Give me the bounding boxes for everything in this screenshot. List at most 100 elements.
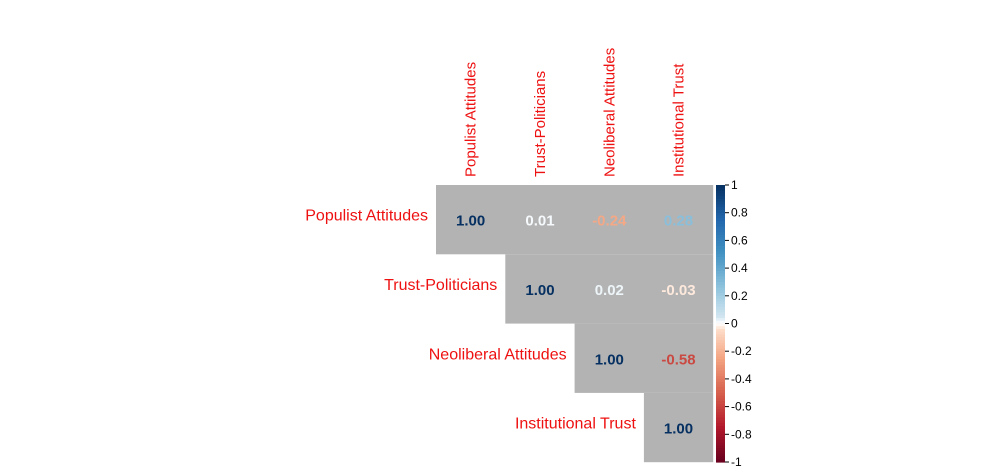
colorbar-segment: [716, 187, 725, 192]
colorbar-segment: [716, 245, 725, 250]
colorbar-segment: [716, 204, 725, 208]
colorbar-segment: [716, 196, 725, 200]
colorbar-segment: [716, 392, 725, 397]
colorbar-segment: [716, 201, 725, 205]
colorbar-segment: [716, 345, 725, 350]
colorbar-segment: [716, 237, 725, 241]
cell-value: -0.03: [661, 282, 695, 299]
colorbar-segment: [716, 223, 725, 228]
colorbar-segment: [716, 370, 725, 374]
colorbar-segment: [716, 401, 725, 405]
colorbar-segment: [716, 323, 725, 327]
colorbar-segment: [716, 312, 725, 316]
colorbar-segment: [716, 273, 725, 278]
colorbar-segment: [716, 453, 725, 458]
matrix-row-background: [574, 323, 714, 393]
colorbar-segment: [716, 409, 725, 413]
colorbar-tick-label: 1: [731, 178, 738, 192]
colorbar-segment: [716, 326, 725, 330]
colorbar-segment: [716, 257, 725, 261]
row-label: Neoliberal Attitudes: [429, 346, 567, 363]
colorbar-segment: [716, 334, 725, 338]
colorbar-segment: [716, 431, 725, 435]
matrix-row-background: [643, 392, 714, 463]
colorbar-segment: [716, 218, 725, 222]
row-label: Populist Attitudes: [305, 208, 428, 225]
colorbar-segment: [716, 381, 725, 386]
colorbar-segment: [716, 387, 725, 391]
colorbar-segment: [716, 445, 725, 449]
colorbar-segment: [716, 234, 725, 239]
colorbar-segment: [716, 351, 725, 355]
colorbar-segment: [716, 232, 725, 236]
colorbar-tick-label: -0.2: [731, 344, 752, 358]
colorbar-segment: [716, 320, 725, 325]
colorbar-tick-label: -0.4: [731, 372, 752, 386]
column-label: Institutional Trust: [671, 63, 688, 177]
colorbar-segment: [716, 212, 725, 217]
colorbar-segment: [716, 342, 725, 347]
colorbar-tick-label: 0.4: [731, 261, 748, 275]
colorbar-segment: [716, 293, 725, 297]
cell-value: 0.02: [595, 282, 624, 299]
colorbar-segment: [716, 331, 725, 336]
colorbar-segment: [716, 378, 725, 383]
matrix-row-background: [436, 185, 714, 255]
cell-value: 1.00: [456, 213, 485, 230]
colorbar-segment: [716, 185, 725, 189]
colorbar-segment: [716, 287, 725, 291]
colorbar-segment: [716, 209, 725, 214]
colorbar-segment: [716, 262, 725, 266]
colorbar-segment: [716, 365, 725, 369]
colorbar-segment: [716, 306, 725, 311]
colorbar-segment: [716, 309, 725, 314]
colorbar-segment: [716, 362, 725, 366]
colorbar-segment: [716, 459, 725, 463]
colorbar-segment: [716, 425, 725, 430]
cell-value: 0.28: [664, 213, 693, 230]
column-label: Neoliberal Attitudes: [601, 48, 618, 177]
colorbar-segment: [716, 254, 725, 258]
colorbar-tick-label: -0.8: [731, 427, 752, 441]
colorbar-segment: [716, 389, 725, 394]
colorbar-segment: [716, 450, 725, 455]
colorbar-segment: [716, 412, 725, 416]
colorbar-segment: [716, 437, 725, 441]
colorbar-segment: [716, 193, 725, 197]
cell-value: -0.24: [592, 213, 627, 230]
colorbar-segment: [716, 215, 725, 219]
colorbar-segment: [716, 367, 725, 372]
colorbar-tick-label: 0.8: [731, 206, 748, 220]
colorbar-segment: [716, 442, 725, 446]
colorbar-segment: [716, 226, 725, 230]
column-label: Populist Attitudes: [463, 62, 480, 177]
colorbar-segment: [716, 359, 725, 363]
colorbar-segment: [716, 221, 725, 225]
colorbar-segment: [716, 270, 725, 275]
colorbar-segment: [716, 337, 725, 341]
colorbar-segment: [716, 417, 725, 422]
colorbar-segment: [716, 384, 725, 388]
colorbar-segment: [716, 268, 725, 272]
cell-value: 1.00: [525, 282, 554, 299]
colorbar-segment: [716, 373, 725, 377]
colorbar-tick-label: 0: [731, 317, 738, 331]
colorbar-segment: [716, 448, 725, 452]
colorbar-segment: [716, 259, 725, 264]
colorbar-tick-label: -0.6: [731, 400, 752, 414]
colorbar-segment: [716, 414, 725, 419]
colorbar-segment: [716, 456, 725, 460]
colorbar-tick-label: 0.2: [731, 289, 748, 303]
colorbar-segment: [716, 420, 725, 424]
colorbar-segment: [716, 395, 725, 399]
colorbar-segment: [716, 240, 725, 244]
colorbar-segment: [716, 329, 725, 333]
colorbar-segment: [716, 353, 725, 358]
colorbar-segment: [716, 229, 725, 233]
matrix-row-background: [505, 254, 714, 324]
colorbar-segment: [716, 376, 725, 380]
cell-value: 0.01: [525, 213, 554, 230]
column-label: Trust-Politicians: [532, 71, 549, 177]
colorbar-segment: [716, 198, 725, 203]
